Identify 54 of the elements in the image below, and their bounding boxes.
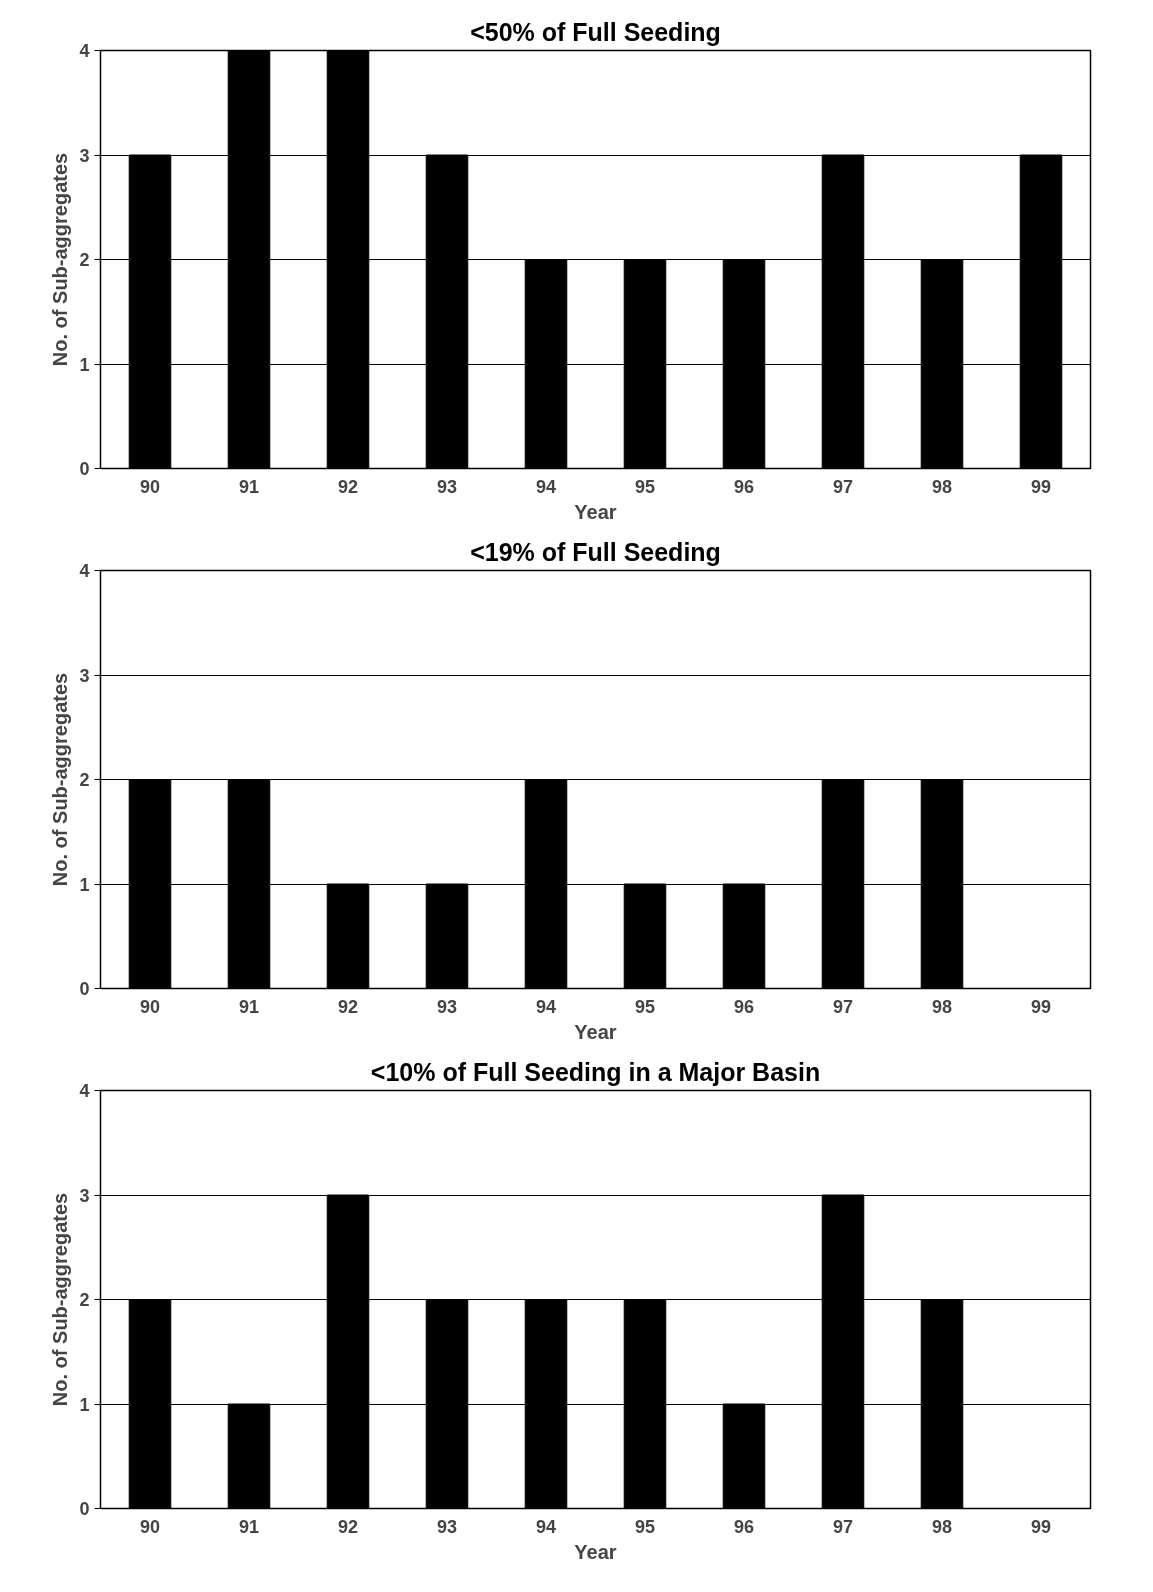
x-tick-label: 97 bbox=[832, 996, 854, 1017]
x-tick-label: 91 bbox=[238, 1516, 260, 1537]
x-tick-label: 90 bbox=[139, 476, 161, 497]
x-tick-label: 99 bbox=[1030, 996, 1052, 1017]
y-tick-label: 0 bbox=[79, 459, 90, 479]
x-tick-label: 98 bbox=[931, 996, 953, 1017]
x-tick-label: 97 bbox=[832, 1516, 854, 1537]
x-tick-label: 92 bbox=[337, 996, 359, 1017]
y-axis-title: No. of Sub-aggregates bbox=[49, 152, 72, 367]
chart-title: <50% of Full Seeding bbox=[470, 17, 721, 46]
y-axis-title: No. of Sub-aggregates bbox=[49, 1192, 72, 1407]
x-tick-label: 95 bbox=[634, 1516, 656, 1537]
y-tick-label: 0 bbox=[79, 979, 90, 999]
x-tick-label: 96 bbox=[733, 996, 755, 1017]
x-tick-label: 98 bbox=[931, 1516, 953, 1537]
x-tick-label: 95 bbox=[634, 476, 656, 497]
x-axis-title: Year bbox=[574, 500, 617, 523]
x-tick-label: 97 bbox=[832, 476, 854, 497]
y-tick-label: 4 bbox=[79, 561, 90, 581]
y-tick-label: 1 bbox=[79, 874, 90, 895]
x-tick-label: 94 bbox=[535, 476, 557, 497]
y-axis-title: No. of Sub-aggregates bbox=[49, 672, 72, 887]
x-tick-label: 93 bbox=[436, 1516, 458, 1537]
x-tick-label: 90 bbox=[139, 996, 161, 1017]
x-tick-label: 93 bbox=[436, 476, 458, 497]
x-tick-label: 94 bbox=[535, 1516, 557, 1537]
x-tick-label: 94 bbox=[535, 996, 557, 1017]
x-tick-label: 99 bbox=[1030, 476, 1052, 497]
y-tick-label: 4 bbox=[79, 41, 90, 61]
y-tick-label: 0 bbox=[79, 1499, 90, 1519]
y-tick-label: 2 bbox=[79, 1290, 90, 1310]
x-tick-label: 92 bbox=[337, 1516, 359, 1537]
x-tick-label: 91 bbox=[238, 996, 260, 1017]
x-tick-label: 90 bbox=[139, 1516, 161, 1537]
y-tick-label: 3 bbox=[79, 665, 90, 686]
x-axis-title: Year bbox=[574, 1020, 617, 1043]
y-tick-label: 2 bbox=[79, 250, 90, 270]
x-tick-label: 92 bbox=[337, 476, 359, 497]
chart-title: <19% of Full Seeding bbox=[470, 537, 721, 566]
y-tick-label: 3 bbox=[79, 1185, 90, 1206]
x-tick-label: 96 bbox=[733, 476, 755, 497]
x-axis-title: Year bbox=[574, 1540, 617, 1563]
chart-title: <10% of Full Seeding in a Major Basin bbox=[370, 1057, 821, 1086]
x-tick-label: 96 bbox=[733, 1516, 755, 1537]
y-tick-label: 4 bbox=[79, 1081, 90, 1101]
x-tick-label: 95 bbox=[634, 996, 656, 1017]
y-tick-label: 1 bbox=[79, 354, 90, 375]
x-tick-label: 98 bbox=[931, 476, 953, 497]
x-tick-label: 93 bbox=[436, 996, 458, 1017]
x-tick-label: 99 bbox=[1030, 1516, 1052, 1537]
y-tick-label: 3 bbox=[79, 145, 90, 166]
x-tick-label: 91 bbox=[238, 476, 260, 497]
y-tick-label: 2 bbox=[79, 770, 90, 790]
y-tick-label: 1 bbox=[79, 1394, 90, 1415]
